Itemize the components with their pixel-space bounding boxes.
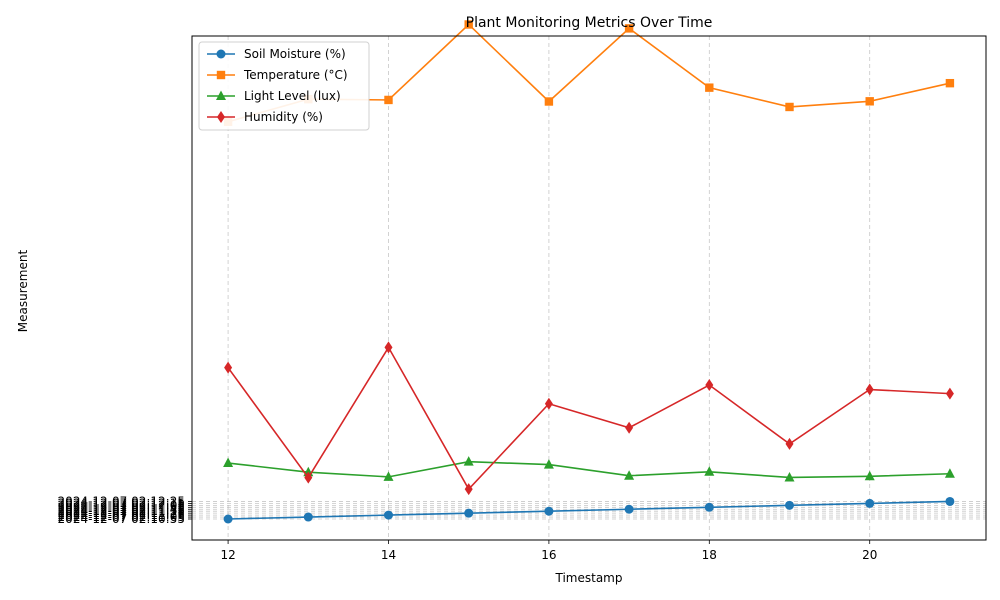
x-tick-label: 14 <box>381 548 396 562</box>
legend-label: Temperature (°C) <box>243 68 348 82</box>
data-point <box>464 508 474 518</box>
data-point <box>223 457 234 468</box>
legend-marker <box>217 111 225 123</box>
data-point <box>865 498 875 508</box>
data-point <box>383 471 394 481</box>
legend-marker <box>216 90 226 100</box>
data-point <box>865 383 874 396</box>
data-point <box>304 471 313 484</box>
legend-label: Soil Moisture (%) <box>244 47 346 61</box>
data-point <box>704 502 714 512</box>
data-point <box>624 24 634 33</box>
data-point <box>544 97 554 106</box>
data-point <box>784 471 795 482</box>
data-point <box>864 470 875 481</box>
data-point <box>705 83 714 92</box>
chart-title: Plant Monitoring Metrics Over Time <box>466 15 713 31</box>
data-point <box>464 20 473 29</box>
data-point <box>383 510 393 520</box>
legend-label: Humidity (%) <box>244 110 323 124</box>
data-point <box>785 437 794 450</box>
series-3 <box>224 341 954 496</box>
data-point <box>704 466 715 476</box>
data-point <box>624 470 635 480</box>
x-axis-label: Timestamp <box>555 571 623 585</box>
legend-label: Light Level (lux) <box>244 89 341 103</box>
legend-box <box>198 41 370 131</box>
data-point <box>624 504 634 514</box>
y-tick-label: 2024-12-07 02:12:05 <box>58 498 185 512</box>
series-lines <box>223 20 955 524</box>
grid <box>192 36 986 540</box>
data-point <box>464 483 473 496</box>
x-tick-label: 18 <box>702 548 717 562</box>
y-tick-label: 2024-12-07 02:11:25 <box>58 506 185 520</box>
series-line <box>227 345 950 491</box>
data-point <box>705 379 714 392</box>
y-tick-label: 2024-12-07 02:12:25 <box>58 494 185 508</box>
data-point <box>384 341 393 354</box>
x-tick-label: 16 <box>541 548 556 562</box>
legend-marker <box>216 70 226 80</box>
data-point <box>303 512 313 522</box>
data-point <box>865 97 874 106</box>
data-point <box>384 95 393 105</box>
legend-marker <box>216 49 226 59</box>
data-point <box>544 397 553 410</box>
y-tick-label: 2024-12-07 02:11:45 <box>58 502 185 516</box>
data-point <box>463 456 474 466</box>
series-line <box>228 500 950 520</box>
legend: Soil Moisture (%) Temperature (°C) Light L… <box>198 41 370 131</box>
y-tick-label: 2024-12-07 02:11:55 <box>58 500 185 514</box>
data-point <box>945 496 955 506</box>
data-point <box>785 102 794 112</box>
series-0 <box>223 496 955 524</box>
data-point <box>544 506 554 516</box>
y-tick-label: 2024-12-07 02:11:35 <box>58 504 185 518</box>
y-tick-label: 2024-12-07 02:12:15 <box>58 496 185 510</box>
data-point <box>543 459 554 469</box>
data-point <box>223 514 233 524</box>
data-point <box>944 468 955 478</box>
data-point <box>625 421 634 434</box>
y-tick-label: 2024-12-07 02:10:55 <box>58 512 185 526</box>
y-tick-label: 2024-12-07 02:11:05 <box>58 510 185 524</box>
data-point <box>945 78 955 88</box>
series-2 <box>223 456 955 482</box>
x-tick-label: 20 <box>862 548 877 562</box>
y-tick-label: 2024-12-07 02:11:15 <box>58 508 185 522</box>
series-line <box>228 460 950 479</box>
y-axis-label: Measurement <box>16 250 30 333</box>
data-point <box>224 361 233 374</box>
x-tick-label: 12 <box>220 548 235 562</box>
plot-frame <box>191 35 987 541</box>
data-point <box>945 387 954 400</box>
data-point <box>785 500 795 510</box>
